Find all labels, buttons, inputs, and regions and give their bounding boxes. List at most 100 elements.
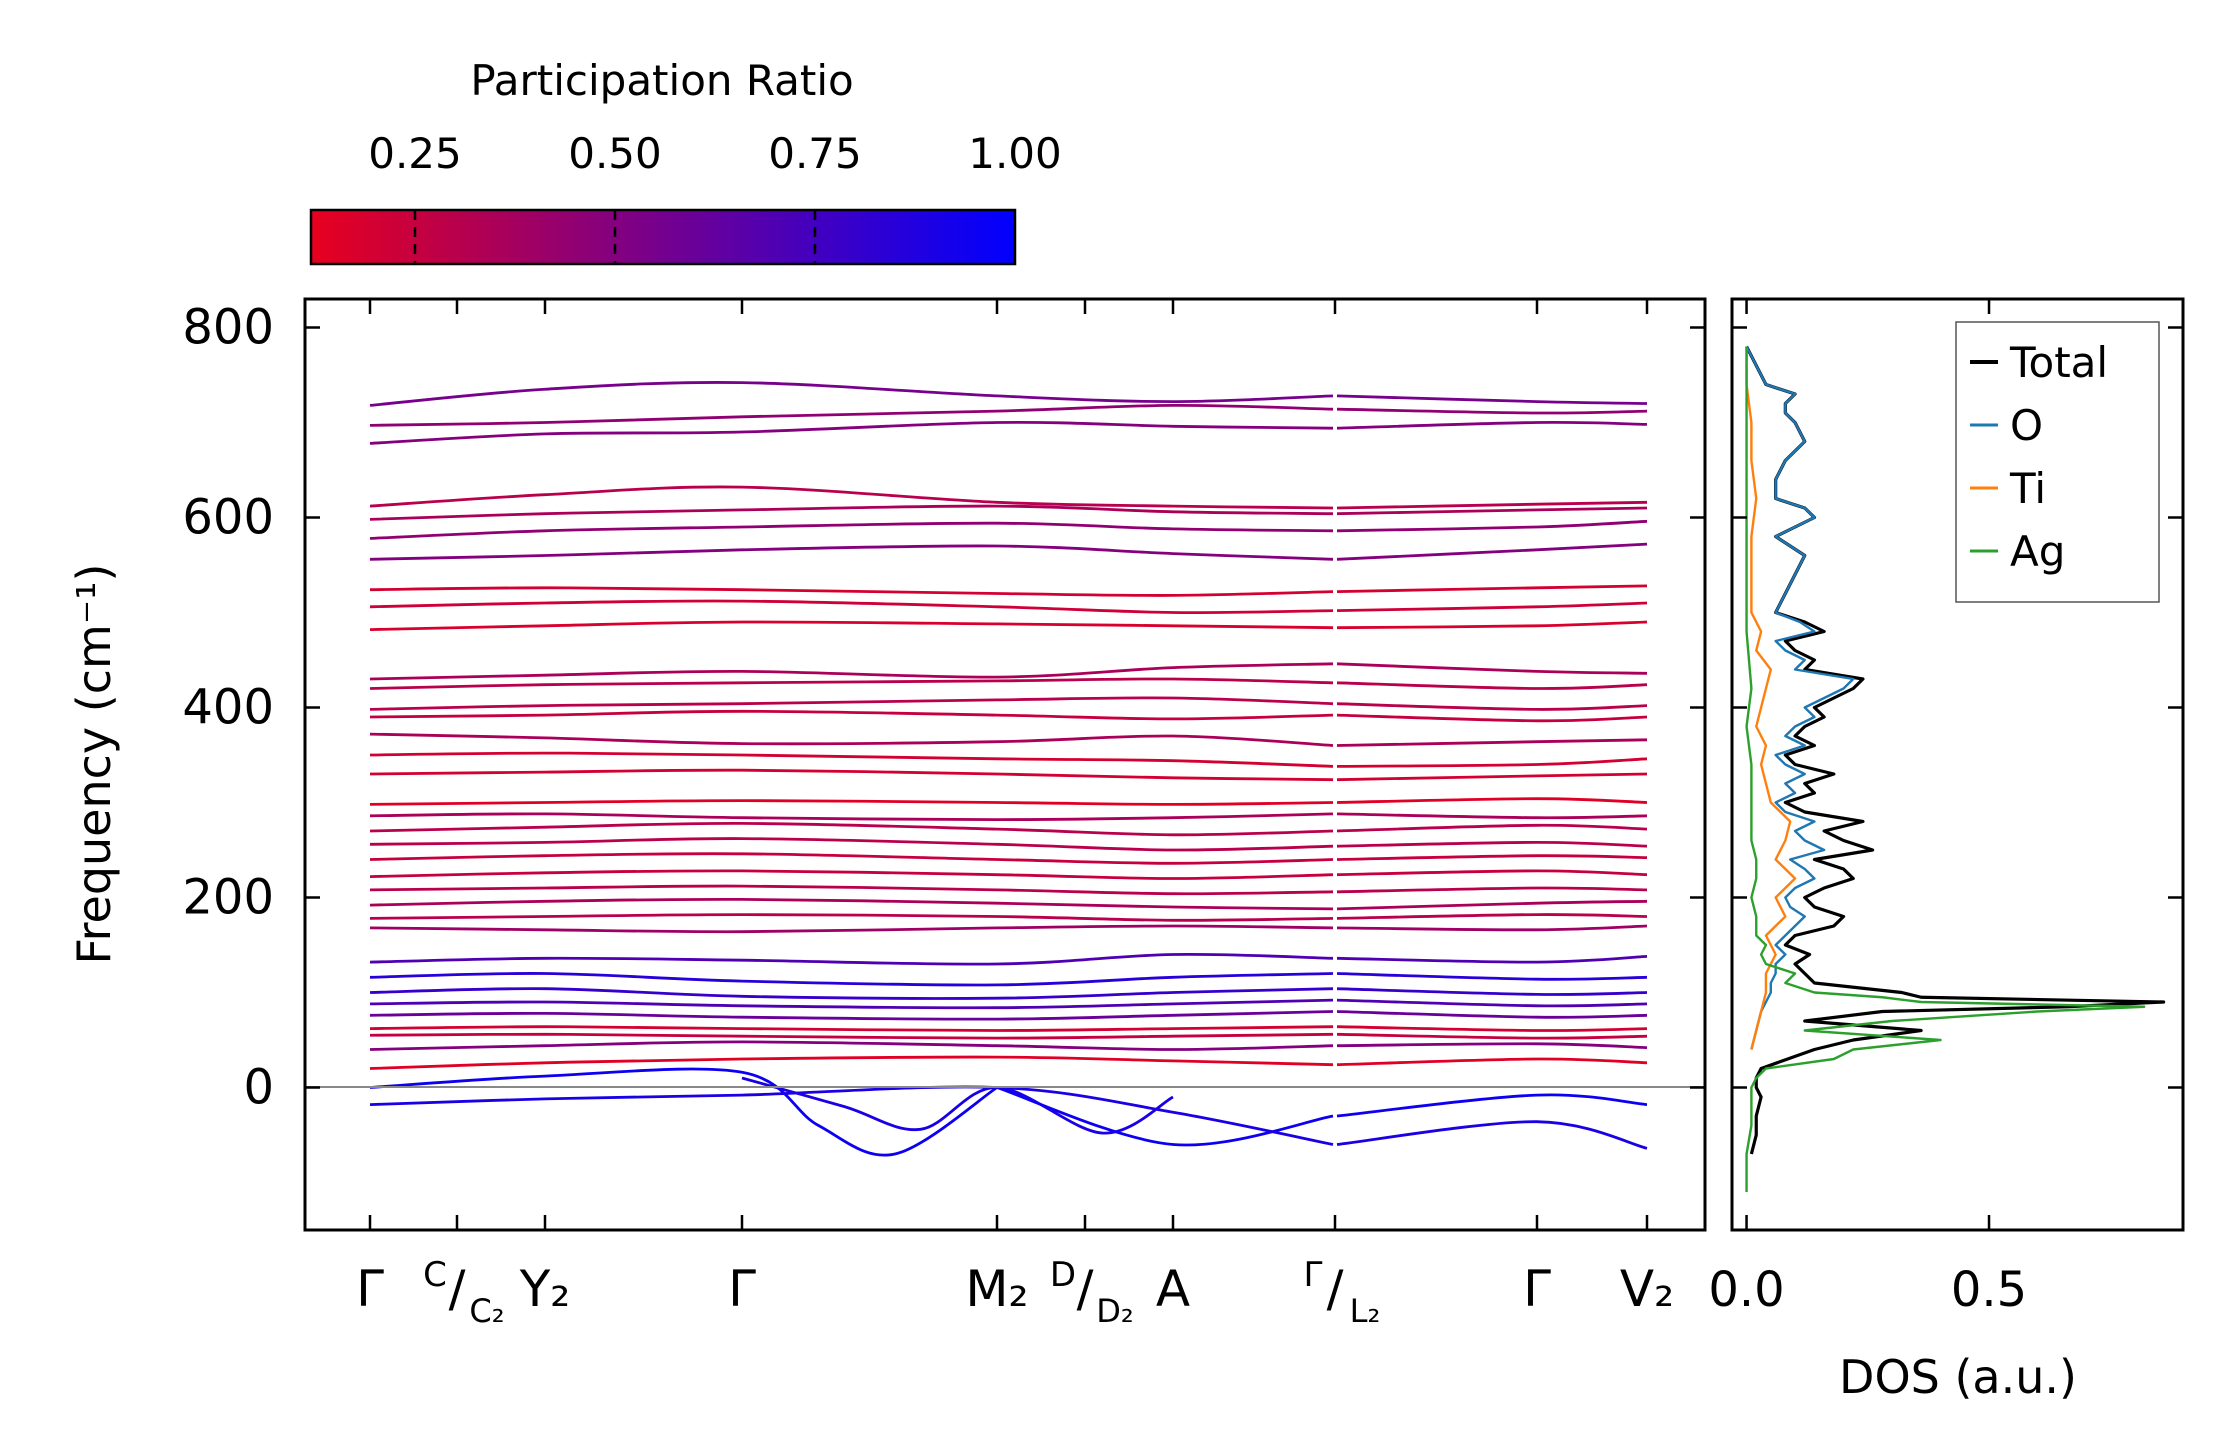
band-branch [369, 987, 1334, 1000]
band-branch [369, 812, 1334, 822]
x-tick-label: Γ [1523, 1260, 1551, 1318]
band-branch [1336, 772, 1648, 782]
x-tick-label-sup: D [1050, 1255, 1076, 1295]
y-axis-label: Frequency (cm⁻¹) [67, 564, 121, 965]
band-branch [1336, 702, 1648, 711]
band-branch [1336, 1093, 1648, 1118]
band-lines [369, 381, 1648, 1157]
x-tick-label-main: A [1156, 1260, 1190, 1318]
band-branch [1336, 506, 1648, 516]
band-branch [369, 952, 1334, 966]
x-axis-label-dos: DOS (a.u.) [1839, 1350, 2077, 1404]
band-branch [1336, 854, 1648, 861]
dos-axes: 0.0 0.5 [1708, 299, 2183, 1318]
band-branch [369, 869, 1334, 880]
band-branch [1336, 757, 1648, 768]
band-branch [1336, 998, 1648, 1008]
y-tick-label: 200 [182, 870, 274, 926]
band-branch [1336, 500, 1648, 510]
band-branch [1336, 620, 1648, 630]
band-branch [741, 1076, 1174, 1135]
y-tick-label: 800 [182, 300, 274, 356]
band-branch [369, 837, 1334, 852]
band-branch [369, 1025, 1334, 1032]
band-branch [369, 485, 1334, 510]
y-tick-label: 600 [182, 490, 274, 546]
band-branch [1336, 869, 1648, 877]
legend: Total O Ti Ag [1955, 321, 2160, 603]
x-tick-label-slash: / [449, 1260, 466, 1318]
band-branch [1336, 420, 1648, 430]
dos-lines [1745, 345, 2166, 1192]
x-tick-label: D / D₂ [1050, 1255, 1134, 1330]
band-branch [1336, 1057, 1648, 1067]
band-branch [996, 1086, 1334, 1147]
band-branch [1336, 407, 1648, 415]
dos-x-tick-label: 0.0 [1708, 1262, 1784, 1318]
x-tick-label-main: Y₂ [519, 1260, 571, 1318]
legend-box [1955, 321, 2160, 603]
band-branch [369, 1040, 1334, 1051]
x-tick-label: A [1156, 1260, 1190, 1318]
dos-x-tick-label: 0.5 [1951, 1262, 2027, 1318]
band-branch [369, 521, 1334, 540]
band-branch [1336, 662, 1648, 675]
colorbar-tick-label: 0.50 [568, 129, 662, 178]
band-branch [369, 1085, 1334, 1146]
band-branch [369, 884, 1334, 896]
band-branch [369, 381, 1334, 407]
band-branch [1336, 394, 1648, 405]
legend-label: O [2010, 401, 2043, 450]
legend-label: Total [2009, 338, 2108, 387]
colorbar-ticks: 0.25 0.50 0.75 1.00 [368, 129, 1062, 264]
x-tick-label-main: Γ [728, 1260, 756, 1318]
band-branch [369, 677, 1334, 690]
x-tick-label-main: M₂ [965, 1260, 1028, 1318]
band-branch [369, 696, 1334, 711]
dos-series-o [1745, 345, 1855, 1050]
colorbar [309, 208, 1017, 266]
legend-label: Ag [2010, 527, 2065, 576]
band-branch [369, 972, 1334, 987]
band-branch [1336, 913, 1648, 920]
band-branch [1336, 899, 1648, 911]
band-branch [369, 732, 1334, 747]
band-branch [1336, 886, 1648, 894]
band-branch [369, 403, 1334, 427]
dos-series-ti [1745, 346, 1797, 1050]
x-tick-label: Γ [728, 1260, 756, 1318]
band-branch [369, 913, 1334, 922]
band-branch [369, 662, 1334, 681]
band-branch [1336, 823, 1648, 833]
x-tick-label-main: Γ [356, 1260, 384, 1318]
colorbar-tick-label: 0.75 [768, 129, 862, 178]
band-branch [369, 751, 1334, 768]
x-tick-label-main: V₂ [1620, 1260, 1674, 1318]
x-tick-label-slash: / [1077, 1260, 1094, 1318]
band-branch [1336, 519, 1648, 533]
band-branch [1336, 955, 1648, 964]
band-branch [1336, 542, 1648, 561]
x-tick-label-sup: Γ [1304, 1255, 1323, 1295]
legend-label: Ti [2009, 464, 2046, 513]
band-branch [369, 620, 1334, 631]
band-branch [369, 821, 1334, 837]
band-branch [1336, 1042, 1648, 1049]
band-branch [1336, 797, 1648, 804]
band-branch [1336, 987, 1648, 996]
band-branch [369, 852, 1334, 865]
band-branch [1336, 1025, 1648, 1032]
band-branch [1336, 812, 1648, 820]
band-branch [369, 1010, 1334, 1021]
band-branch [369, 599, 1334, 615]
band-branch [369, 799, 1334, 806]
band-branch [369, 897, 1334, 911]
x-tick-label-sub: C₂ [469, 1292, 504, 1330]
band-frame [303, 297, 1707, 1232]
band-branch [369, 768, 1334, 782]
y-tick-label: 400 [182, 680, 274, 736]
band-branch [1336, 601, 1648, 612]
dos-series-ag [1745, 346, 2146, 1192]
